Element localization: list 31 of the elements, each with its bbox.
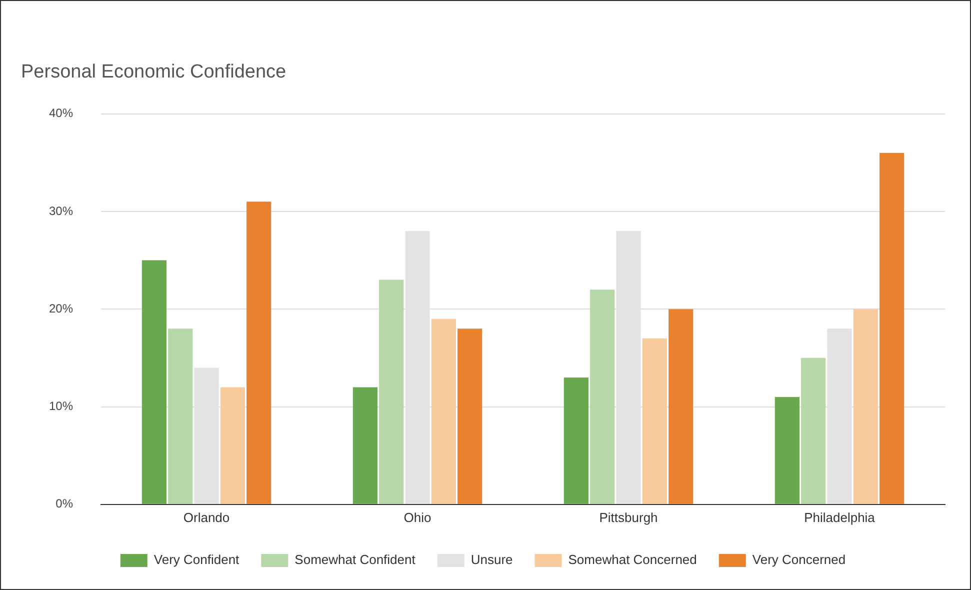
chart-title: Personal Economic Confidence	[21, 62, 286, 83]
x-tick-label: Ohio	[404, 510, 432, 525]
bar	[168, 328, 193, 504]
legend-label: Unsure	[470, 552, 513, 568]
legend-label: Very Concerned	[752, 552, 846, 568]
bar	[853, 309, 878, 504]
bar	[642, 338, 667, 504]
x-tick-label: Philadelphia	[804, 510, 876, 525]
legend-label: Somewhat Confident	[294, 552, 416, 568]
bar	[590, 290, 615, 504]
bar	[801, 358, 826, 504]
bar	[246, 202, 272, 504]
bar	[880, 152, 904, 504]
bar	[220, 387, 245, 504]
bar	[564, 377, 588, 504]
y-tick-label: 0%	[56, 496, 74, 511]
bar	[352, 387, 378, 504]
bar	[774, 396, 800, 504]
y-tick-label: 10%	[48, 399, 74, 414]
bar	[379, 280, 404, 504]
bar	[431, 318, 456, 504]
bar	[668, 309, 694, 504]
legend-label: Somewhat Concerned	[568, 552, 697, 568]
bar	[458, 328, 482, 504]
legend-label: Very Confident	[154, 552, 240, 568]
y-tick-label: 30%	[48, 204, 74, 218]
y-tick-label: 40%	[48, 106, 74, 120]
y-tick-label: 20%	[48, 301, 74, 316]
bar	[142, 260, 166, 504]
x-tick-label: Orlando	[183, 510, 230, 525]
x-tick-label: Pittsburgh	[599, 510, 658, 525]
